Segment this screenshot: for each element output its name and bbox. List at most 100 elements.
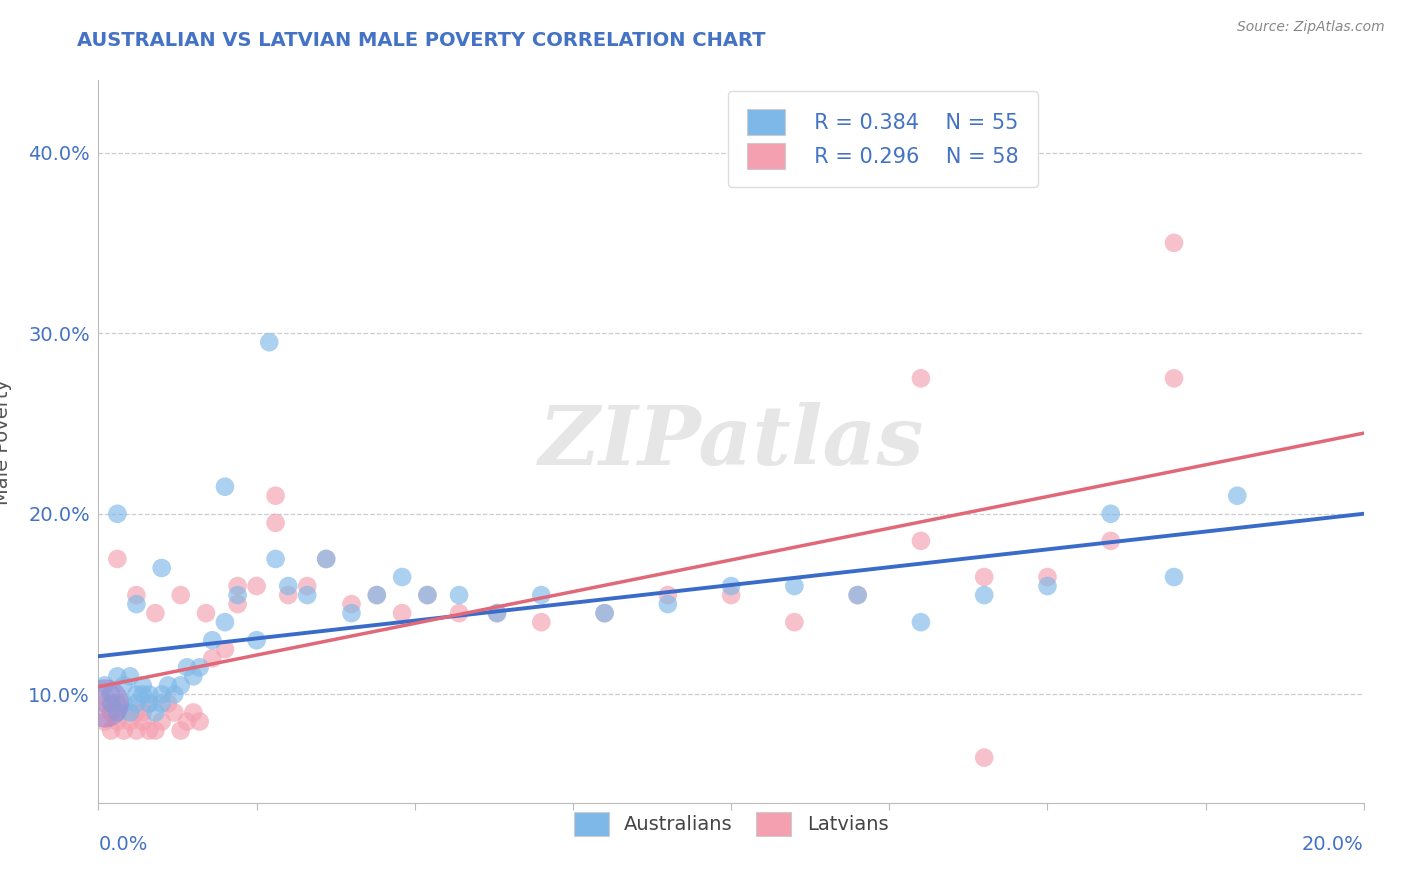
Point <box>107 552 129 566</box>
Point <box>163 706 186 720</box>
Point <box>138 723 160 738</box>
Point <box>145 706 166 720</box>
Point <box>416 588 439 602</box>
Point <box>201 651 224 665</box>
Point <box>100 723 122 738</box>
Point <box>125 697 148 711</box>
Point <box>1099 533 1122 548</box>
Y-axis label: Male Poverty: Male Poverty <box>0 378 11 505</box>
Point <box>530 588 553 602</box>
Point <box>214 642 236 657</box>
Point <box>1163 371 1185 385</box>
Point <box>1036 579 1059 593</box>
Text: Source: ZipAtlas.com: Source: ZipAtlas.com <box>1237 20 1385 34</box>
Point <box>176 714 198 729</box>
Point <box>973 588 995 602</box>
Point <box>112 678 135 692</box>
Point <box>973 750 995 764</box>
Point <box>169 678 191 692</box>
Point <box>120 669 141 683</box>
Point <box>910 533 932 548</box>
Point <box>145 723 166 738</box>
Point <box>447 588 470 602</box>
Point <box>107 669 129 683</box>
Point <box>132 678 155 692</box>
Point <box>112 723 135 738</box>
Point <box>277 588 299 602</box>
Point <box>150 714 173 729</box>
Point <box>783 579 806 593</box>
Point <box>593 606 616 620</box>
Point <box>176 660 198 674</box>
Point <box>188 660 211 674</box>
Text: 0.0%: 0.0% <box>98 835 148 855</box>
Point <box>125 687 148 701</box>
Point <box>1099 507 1122 521</box>
Point <box>157 697 180 711</box>
Point <box>720 579 742 593</box>
Point <box>93 714 117 729</box>
Point <box>246 633 269 648</box>
Point <box>157 678 180 692</box>
Point <box>169 588 191 602</box>
Point <box>315 552 337 566</box>
Point <box>120 714 141 729</box>
Point <box>132 687 155 701</box>
Point <box>120 706 141 720</box>
Point <box>259 335 281 350</box>
Point <box>226 597 249 611</box>
Point <box>93 678 117 692</box>
Point <box>277 579 299 593</box>
Point <box>486 606 509 620</box>
Point <box>132 714 155 729</box>
Point <box>593 606 616 620</box>
Point <box>120 706 141 720</box>
Point <box>125 706 148 720</box>
Point <box>530 615 553 630</box>
Point <box>138 697 160 711</box>
Point <box>150 697 173 711</box>
Legend: Australians, Latvians: Australians, Latvians <box>567 805 896 844</box>
Point <box>201 633 224 648</box>
Point <box>1163 235 1185 250</box>
Point <box>107 706 129 720</box>
Point <box>100 687 122 701</box>
Point <box>145 606 166 620</box>
Point <box>1036 570 1059 584</box>
Point <box>340 606 363 620</box>
Point <box>93 697 117 711</box>
Point <box>214 480 236 494</box>
Point <box>366 588 388 602</box>
Point <box>169 723 191 738</box>
Point <box>125 588 148 602</box>
Point <box>720 588 742 602</box>
Point <box>246 579 269 593</box>
Point <box>132 706 155 720</box>
Point <box>416 588 439 602</box>
Point <box>315 552 337 566</box>
Point <box>783 615 806 630</box>
Point <box>846 588 869 602</box>
Point <box>100 706 122 720</box>
Point <box>447 606 470 620</box>
Point <box>93 697 117 711</box>
Point <box>138 697 160 711</box>
Text: 20.0%: 20.0% <box>1302 835 1364 855</box>
Point <box>107 714 129 729</box>
Text: AUSTRALIAN VS LATVIAN MALE POVERTY CORRELATION CHART: AUSTRALIAN VS LATVIAN MALE POVERTY CORRE… <box>77 31 766 50</box>
Point <box>125 723 148 738</box>
Point <box>973 570 995 584</box>
Point <box>297 588 319 602</box>
Point <box>150 561 173 575</box>
Point <box>125 597 148 611</box>
Point <box>183 706 205 720</box>
Point <box>112 697 135 711</box>
Point <box>183 669 205 683</box>
Point <box>214 615 236 630</box>
Point <box>910 371 932 385</box>
Point <box>657 588 679 602</box>
Point <box>366 588 388 602</box>
Point <box>264 516 287 530</box>
Point <box>107 507 129 521</box>
Point <box>107 697 129 711</box>
